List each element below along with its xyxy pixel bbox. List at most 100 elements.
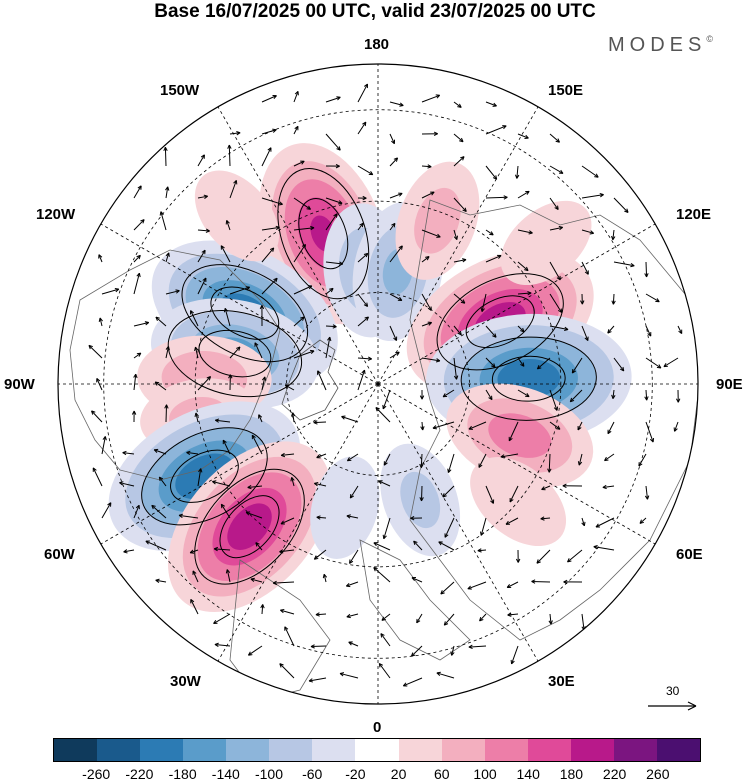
wind-arrow [293,316,305,327]
wind-arrow [310,644,327,649]
wind-arrow [315,612,327,617]
wind-arrow [468,644,487,650]
wind-arrow [325,133,341,151]
contour-line [298,198,349,270]
wind-arrow [380,633,391,647]
wind-arrow [133,254,141,263]
anomaly-center [395,161,480,280]
wind-arrow [357,356,372,361]
wind-arrow [194,412,199,423]
lon-label-150w: 150W [160,82,200,99]
wind-arrow [389,192,403,199]
colorbar-swatch [97,739,141,761]
wind-arrow [478,453,487,468]
colorbar-tick-label: 180 [559,766,584,782]
wind-arrow [133,185,142,199]
contour-line [491,355,566,402]
wind-arrow [389,133,396,145]
wind-arrow [153,448,167,455]
colorbar-swatch [484,739,528,761]
wind-arrow [220,503,231,519]
wind-arrow [213,613,231,625]
wind-arrow [88,344,103,359]
wind-arrow [581,261,589,275]
colorbar-swatch [570,739,614,761]
colorbar [53,738,701,762]
wind-arrow [101,436,107,455]
wind-arrow [645,421,655,443]
wind-arrow [164,404,169,423]
latitude-circle [103,109,653,659]
wind-arrow [515,549,521,563]
wind-arrow [229,346,241,359]
wind-arrow [581,517,586,527]
wind-arrow [322,573,328,583]
contour-line [219,495,280,559]
wind-arrow [382,517,391,540]
wind-arrow [419,389,425,400]
wind-arrow [223,307,231,327]
wind-arrow [222,439,231,455]
wind-arrow [92,467,103,487]
wind-arrow [280,517,295,525]
wind-arrow [293,349,315,359]
wind-arrow [214,642,231,647]
wind-arrow [346,613,359,619]
wind-arrow [419,485,424,502]
wind-arrow [325,287,334,295]
wind-arrow [517,389,530,398]
wind-arrow [389,245,403,263]
wind-arrow [421,164,432,169]
wind-arrow [357,293,369,307]
wind-arrow [480,293,487,312]
wind-arrow [261,376,267,391]
wind-arrow [133,219,145,231]
wind-arrow [562,483,583,489]
wind-arrow [613,357,625,372]
contour-line [170,449,239,503]
wind-arrow [98,254,103,263]
wind-arrow [453,229,458,240]
wind-arrow [101,502,112,519]
wind-arrow [645,357,662,369]
wind-arrow [549,225,564,231]
wind-arrow [505,517,519,525]
wind-arrow [644,389,649,401]
wind-arrow [389,101,404,107]
wind-arrow [348,641,359,647]
wind-arrow [313,420,327,425]
lon-label-120w: 120W [36,206,76,223]
colorbar-swatch [183,739,227,761]
wind-arrow [225,220,231,231]
anomaly-level [414,187,461,254]
wind-arrow [357,165,374,176]
contour-line [167,310,303,398]
wind-arrow [197,228,210,233]
wind-arrow [420,421,425,431]
wind-arrow [165,186,170,199]
wind-arrow [453,357,459,380]
colorbar-tick-label: 260 [646,766,670,782]
wind-arrow [373,542,391,551]
wind-arrow [197,249,206,263]
wind-arrow [255,542,263,551]
meridian [217,106,379,385]
wind-arrow [197,194,208,199]
wind-arrow [284,626,295,647]
wind-arrow [611,229,616,241]
wind-arrow [261,197,283,206]
anomaly-level [194,170,280,262]
wind-arrow [453,325,462,336]
wind-arrow [291,412,296,423]
colorbar-swatch [226,739,270,761]
wind-arrow [467,581,487,590]
wind-arrow [122,450,135,456]
wind-arrow [644,261,649,278]
wind-arrow [254,342,263,359]
wind-arrow [91,410,103,423]
wind-arrow [293,285,313,295]
wind-arrow [357,316,369,327]
wind-arrow [432,421,455,430]
